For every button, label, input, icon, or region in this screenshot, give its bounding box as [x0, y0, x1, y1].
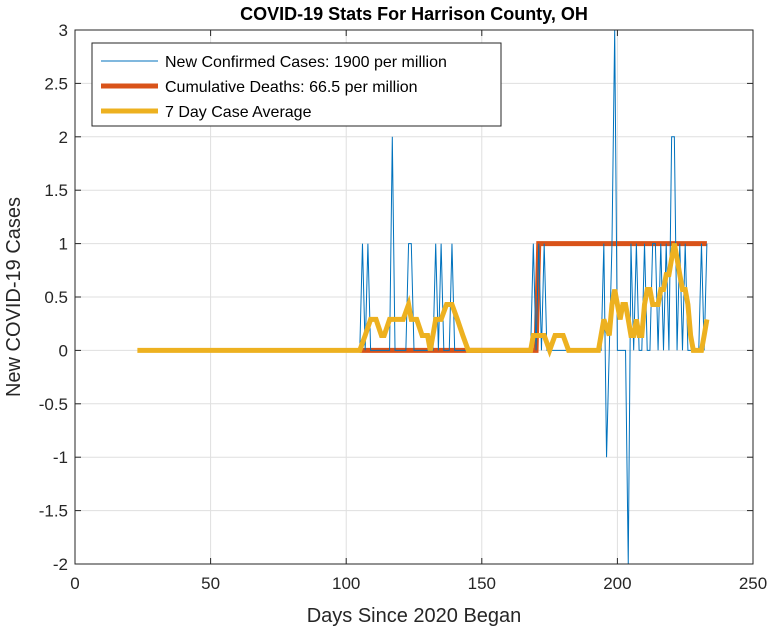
x-tick-label: 250 [739, 574, 767, 593]
y-tick-label: -2 [53, 555, 68, 574]
y-tick-label: -1.5 [39, 502, 68, 521]
y-tick-label: -1 [53, 448, 68, 467]
legend-label-2: 7 Day Case Average [165, 104, 312, 121]
y-tick-label: 2 [59, 128, 68, 147]
x-tick-label: 150 [468, 574, 496, 593]
x-axis-label: Days Since 2020 Began [307, 605, 522, 627]
x-tick-label: 200 [603, 574, 631, 593]
legend-box [91, 42, 502, 127]
y-tick-label: -0.5 [39, 395, 68, 414]
x-tick-label: 100 [332, 574, 360, 593]
y-axis-label: New COVID-19 Cases [3, 197, 25, 397]
chart-title: COVID-19 Stats For Harrison County, OH [240, 4, 588, 24]
legend-label-0: New Confirmed Cases: 1900 per million [165, 54, 447, 71]
y-tick-label: 1 [59, 235, 68, 254]
x-tick-label: 0 [70, 574, 79, 593]
ticks: 0 50 100 150 200 250 -2 -1.5 -1 -0.5 0 0.5 1 1.5 2 2.5 3 [39, 21, 767, 593]
x-tick-label: 50 [201, 574, 220, 593]
legend-label-1: Cumulative Deaths: 66.5 per million [165, 79, 418, 96]
y-tick-label: 3 [59, 21, 68, 40]
y-tick-label: 0.5 [44, 288, 68, 307]
series-line-2 [137, 243, 710, 358]
y-tick-label: 2.5 [44, 74, 68, 93]
y-tick-label: 0 [59, 341, 68, 360]
y-tick-label: 1.5 [44, 181, 68, 200]
legend: New Confirmed Cases: 1900 per million Cum… [91, 42, 502, 127]
